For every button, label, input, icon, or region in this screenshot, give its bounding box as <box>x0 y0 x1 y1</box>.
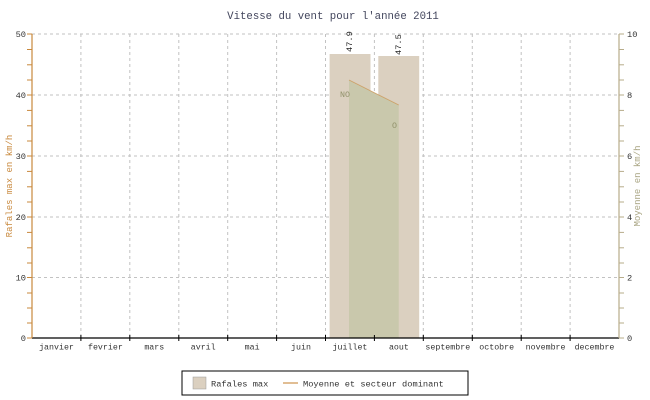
svg-text:aout: aout <box>389 344 409 353</box>
svg-text:mars: mars <box>144 344 164 353</box>
svg-text:0: 0 <box>21 334 26 344</box>
svg-text:juin: juin <box>291 343 311 353</box>
svg-text:Rafales max en km/h: Rafales max en km/h <box>5 135 15 238</box>
svg-text:septembre: septembre <box>425 343 470 353</box>
svg-text:octobre: octobre <box>479 343 514 353</box>
svg-text:janvier: janvier <box>39 343 74 353</box>
svg-text:juillet: juillet <box>333 343 368 353</box>
svg-text:Vitesse du vent pour l'année 2: Vitesse du vent pour l'année 2011 <box>227 11 439 23</box>
svg-text:mai: mai <box>245 343 260 353</box>
svg-text:8: 8 <box>627 91 632 101</box>
svg-text:Rafales max: Rafales max <box>211 380 268 390</box>
svg-text:fevrier: fevrier <box>88 343 123 353</box>
svg-text:avril: avril <box>191 343 216 353</box>
svg-text:decembre: decembre <box>575 343 615 353</box>
svg-text:Moyenne et secteur dominant: Moyenne et secteur dominant <box>303 380 444 390</box>
svg-text:0: 0 <box>627 334 632 344</box>
svg-text:novembre: novembre <box>526 343 566 353</box>
svg-text:Moyenne en km/h: Moyenne en km/h <box>633 145 643 226</box>
svg-text:6: 6 <box>627 152 632 162</box>
svg-text:10: 10 <box>627 30 637 40</box>
svg-text:30: 30 <box>16 152 26 162</box>
svg-text:47.9: 47.9 <box>345 31 355 52</box>
svg-text:40: 40 <box>16 91 26 101</box>
svg-text:10: 10 <box>16 274 26 284</box>
svg-text:50: 50 <box>16 30 26 40</box>
svg-text:47.5: 47.5 <box>394 34 404 55</box>
svg-text:2: 2 <box>627 274 632 284</box>
svg-text:20: 20 <box>16 213 26 223</box>
svg-text:O: O <box>392 122 397 131</box>
svg-text:NO: NO <box>340 91 350 100</box>
svg-text:4: 4 <box>627 213 632 223</box>
